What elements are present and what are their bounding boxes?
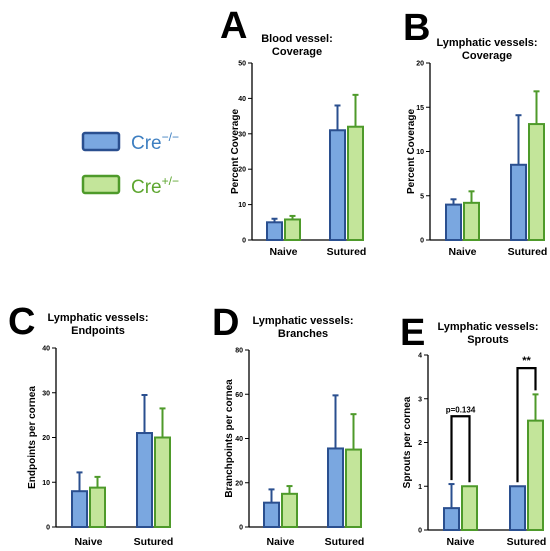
y-tick-label: 0 — [239, 525, 243, 532]
y-tick-label: 60 — [235, 392, 243, 399]
bar — [284, 218, 301, 242]
x-tick-label: Naive — [448, 246, 476, 258]
x-tick-label: Sutured — [507, 536, 547, 548]
bar — [154, 436, 171, 528]
y-tick-label: 10 — [238, 202, 246, 209]
y-tick-label: 30 — [238, 131, 246, 138]
y-tick-label: 15 — [416, 105, 424, 112]
bar — [136, 432, 153, 528]
panel-letter: E — [400, 312, 425, 354]
chart-title: Lymphatic vessels: — [436, 37, 537, 49]
chart-title: Blood vessel: — [261, 33, 333, 45]
chart-title: Lymphatic vessels: — [437, 321, 538, 333]
bar — [263, 501, 280, 529]
x-tick-label: Sutured — [508, 246, 548, 258]
bar — [528, 123, 545, 241]
y-tick-label: 4 — [418, 353, 422, 360]
x-tick-label: Sutured — [325, 536, 365, 548]
y-tick-label: 40 — [42, 346, 50, 353]
chart-title: Branches — [278, 328, 328, 340]
y-tick-label: 20 — [235, 480, 243, 487]
y-tick-label: 20 — [416, 61, 424, 68]
x-tick-label: Sutured — [327, 246, 367, 258]
x-tick-label: Naive — [266, 536, 294, 548]
bar — [89, 486, 106, 528]
panel-letter: B — [403, 7, 430, 49]
y-tick-label: 0 — [420, 238, 424, 245]
significance-label: ** — [522, 355, 531, 367]
panel-letter: A — [220, 5, 247, 47]
bar — [327, 447, 344, 528]
y-axis-label: Branchpoints per cornea — [224, 379, 235, 498]
panel-letter: D — [212, 302, 239, 344]
chart-title: Sprouts — [467, 334, 509, 346]
x-tick-label: Naive — [269, 246, 297, 258]
legend-label-heterozygous: Cre+/− — [131, 174, 179, 198]
bar — [509, 485, 526, 531]
bar — [461, 485, 478, 531]
y-tick-label: 40 — [238, 96, 246, 103]
x-tick-label: Sutured — [134, 536, 174, 548]
panel-b: B Lymphatic vessels:Coverage Percent Cover… — [403, 7, 547, 258]
y-axis-label: Endpoints per cornea — [27, 386, 38, 489]
legend: Cre−/− Cre+/− — [81, 130, 179, 198]
significance-bracket — [450, 415, 471, 483]
panel-e: E Lymphatic vessels:Sprouts Sprouts per co… — [400, 312, 546, 548]
chart-title: Lymphatic vessels: — [47, 312, 148, 324]
bar — [281, 492, 298, 528]
x-tick-label: Naive — [446, 536, 474, 548]
legend-label-knockout: Cre−/− — [131, 130, 179, 154]
bar — [463, 201, 480, 241]
y-tick-label: 5 — [420, 193, 424, 200]
y-tick-label: 10 — [416, 149, 424, 156]
x-tick-label: Naive — [74, 536, 102, 548]
chart-title: Endpoints — [71, 325, 125, 337]
y-axis-label: Sprouts per cornea — [402, 396, 413, 488]
y-tick-label: 20 — [42, 435, 50, 442]
y-tick-label: 0 — [46, 525, 50, 532]
y-tick-label: 2 — [418, 440, 422, 447]
bar — [329, 129, 346, 241]
y-tick-label: 3 — [418, 396, 422, 403]
chart-title: Coverage — [272, 46, 322, 58]
bar — [443, 507, 460, 531]
panel-d: D Lymphatic vessels:Branches Branchpoints … — [212, 302, 364, 548]
chart-title: Lymphatic vessels: — [252, 315, 353, 327]
significance-label: p=0.134 — [446, 405, 476, 414]
y-axis-label: Percent Coverage — [406, 109, 417, 194]
y-tick-label: 80 — [235, 348, 243, 355]
y-axis-label: Percent Coverage — [230, 109, 241, 194]
y-tick-label: 50 — [238, 61, 246, 68]
y-tick-label: 1 — [418, 484, 422, 491]
y-tick-label: 10 — [42, 480, 50, 487]
y-tick-label: 40 — [235, 436, 243, 443]
legend-swatch-knockout — [81, 131, 121, 152]
chart-title: Coverage — [462, 50, 512, 62]
bar — [71, 490, 88, 529]
y-tick-label: 30 — [42, 390, 50, 397]
bar — [527, 419, 544, 531]
panel-a: A Blood vessel:Coverage Percent Coverage 0 1… — [220, 5, 366, 258]
y-tick-label: 0 — [418, 528, 422, 535]
legend-swatch-heterozygous — [81, 174, 121, 195]
panel-c: C Lymphatic vessels:Endpoints Endpoints pe… — [8, 301, 173, 548]
bar — [445, 203, 462, 242]
significance-bracket — [516, 367, 537, 483]
y-tick-label: 0 — [242, 238, 246, 245]
panel-letter: C — [8, 301, 35, 343]
y-tick-label: 20 — [238, 167, 246, 174]
bar — [510, 163, 527, 241]
bar — [266, 221, 283, 242]
bar — [345, 448, 362, 528]
bar — [347, 125, 364, 241]
